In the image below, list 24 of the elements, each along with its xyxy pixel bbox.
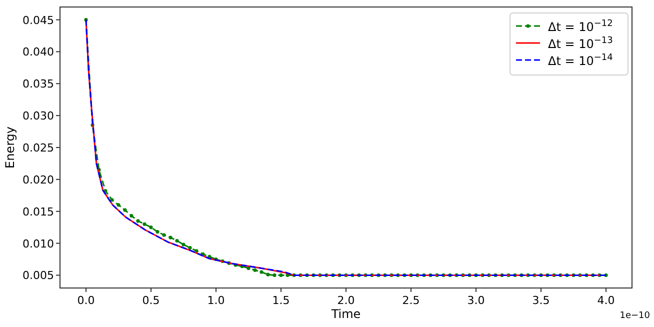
y-tick-label: 0.025 [22, 142, 54, 154]
x-tick-label: 1.0 [207, 294, 225, 307]
x-tick-label: 0.5 [142, 294, 160, 307]
y-axis-title: Energy [3, 126, 17, 169]
legend-label: Δt = 10$^{−12}$ [548, 19, 613, 34]
x-tick-label: 2.5 [402, 294, 420, 307]
legend-label: Δt = 10$^{−13}$ [548, 36, 613, 51]
x-tick-label: 3.5 [532, 294, 550, 307]
y-tick-label: 0.010 [22, 237, 54, 250]
y-tick-label: 0.020 [22, 173, 54, 186]
x-tick-label: 1.5 [272, 294, 290, 307]
y-tick-label: 0.005 [22, 269, 54, 282]
y-tick-label: 0.035 [22, 78, 54, 91]
legend-label: Δt = 10$^{−14}$ [548, 53, 614, 68]
y-tick-label: 0.015 [22, 205, 54, 218]
y-tick-label: 0.040 [22, 46, 54, 59]
x-axis-title: Time [330, 307, 361, 321]
y-tick-label: 0.045 [22, 14, 54, 27]
x-tick-label: 4.0 [597, 294, 615, 307]
x-tick-label: 3.0 [467, 294, 485, 307]
x-tick-label: 0.0 [77, 294, 95, 307]
y-tick-label: 0.030 [22, 110, 54, 123]
x-tick-label: 2.0 [337, 294, 355, 307]
text: 1e−10 [620, 311, 650, 321]
